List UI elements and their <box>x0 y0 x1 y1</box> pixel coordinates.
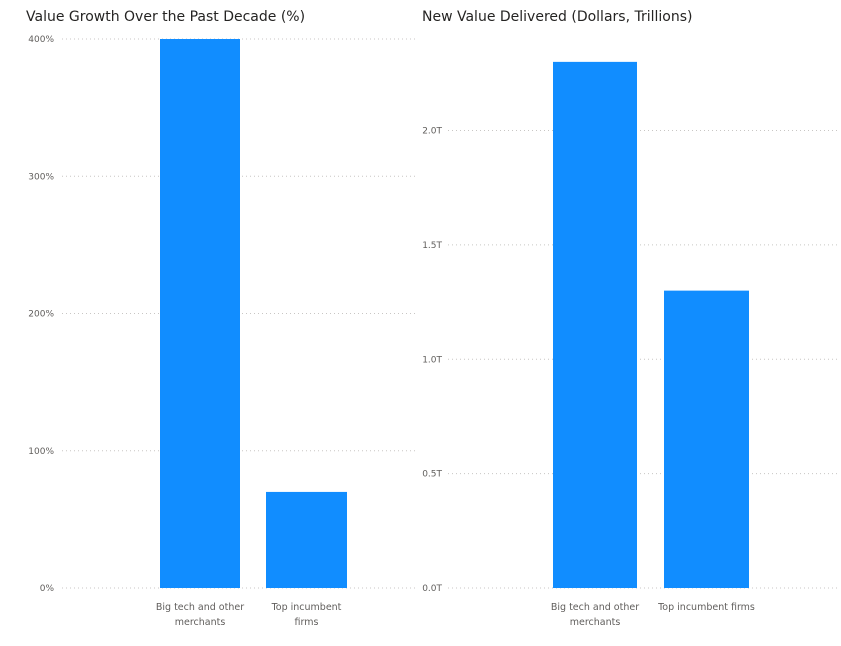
y-tick-label: 0.0T <box>422 584 442 594</box>
bar[interactable] <box>160 39 240 588</box>
x-category-label: Big tech and other <box>156 602 244 613</box>
y-tick-label: 400% <box>28 35 54 45</box>
bar-chart-growth: 0% 100% 200% 300% 400% Big tech and other merc… <box>28 35 416 628</box>
y-tick-label: 0.5T <box>422 470 442 480</box>
x-category-label: merchants <box>175 617 226 628</box>
y-tick-label: 1.0T <box>422 355 442 365</box>
bar-chart-value: 0.0T 0.5T 1.0T 1.5T 2.0T Big tech and other me… <box>422 61 838 628</box>
y-tick-label: 300% <box>28 172 54 182</box>
x-category-label: Top incumbent firms <box>657 602 755 613</box>
chart-panel-value: New Value Delivered (Dollars, Trillions)… <box>420 0 841 646</box>
x-category-label: merchants <box>570 617 621 628</box>
y-tick-label: 100% <box>28 447 54 457</box>
chart-panel-growth: Value Growth Over the Past Decade (%) 0%… <box>0 0 420 646</box>
x-category-label: firms <box>295 617 319 628</box>
x-category-label: Top incumbent <box>271 602 342 613</box>
y-tick-label: 1.5T <box>422 241 442 251</box>
bar[interactable] <box>664 290 749 588</box>
y-tick-label: 2.0T <box>422 127 442 137</box>
chart-title: New Value Delivered (Dollars, Trillions) <box>422 9 693 25</box>
x-category-label: Big tech and other <box>551 602 639 613</box>
y-tick-label: 0% <box>40 584 55 594</box>
bar[interactable] <box>553 61 637 588</box>
y-tick-label: 200% <box>28 310 54 320</box>
bar[interactable] <box>266 491 347 588</box>
chart-title: Value Growth Over the Past Decade (%) <box>26 9 306 25</box>
